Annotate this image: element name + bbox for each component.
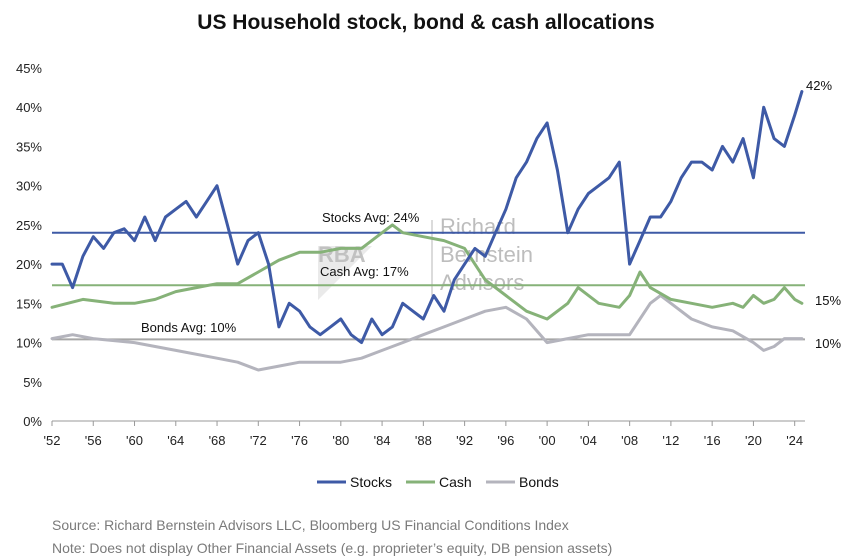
y-tick-label: 35% — [16, 139, 42, 154]
watermark-line-1: Richard — [440, 214, 516, 239]
series-cash-line — [50, 223, 804, 321]
x-tick-label: '24 — [786, 433, 803, 448]
source-note: Source: Richard Bernstein Advisors LLC, … — [52, 517, 569, 533]
stocks-avg-label: Stocks Avg: 24% — [322, 210, 420, 225]
axes: 0% 5% 10% 15% 20% 25% 30% 35% 40% 45% '52 '56 '60 '64… — [16, 61, 805, 448]
y-tick-label: 30% — [16, 179, 42, 194]
x-tick-label: '20 — [745, 433, 762, 448]
x-tick-label: '68 — [209, 433, 226, 448]
x-tick-label: '12 — [662, 433, 679, 448]
watermark-logo: RBA — [318, 242, 366, 267]
x-tick-label: '64 — [167, 433, 184, 448]
x-tick-label: '72 — [250, 433, 267, 448]
x-tick-label: '16 — [704, 433, 721, 448]
chart-title: US Household stock, bond & cash allocati… — [197, 11, 654, 34]
legend: Stocks Cash Bonds — [317, 474, 559, 490]
cash-avg-label: Cash Avg: 17% — [320, 264, 409, 279]
y-tick-label: 0% — [23, 414, 42, 429]
series-stocks-line — [50, 90, 804, 345]
y-tick-label: 15% — [16, 296, 42, 311]
bonds-avg-label: Bonds Avg: 10% — [141, 320, 237, 335]
stocks-end-label: 42% — [806, 78, 832, 93]
x-tick-label: '52 — [44, 433, 61, 448]
legend-label-bonds: Bonds — [519, 474, 559, 490]
legend-label-cash: Cash — [439, 474, 472, 490]
y-tick-label: 40% — [16, 100, 42, 115]
series-lines — [50, 90, 804, 372]
footnote: Note: Does not display Other Financial A… — [52, 540, 612, 556]
series-bonds-line — [50, 294, 804, 372]
cash-end-label: 15% — [815, 293, 841, 308]
x-tick-label: '56 — [85, 433, 102, 448]
y-tick-label: 45% — [16, 61, 42, 76]
legend-label-stocks: Stocks — [350, 474, 392, 490]
average-lines — [52, 231, 805, 341]
watermark: RBA Richard Bernstein Advisors — [318, 214, 533, 300]
y-tick-label: 25% — [16, 218, 42, 233]
x-tick-label: '88 — [415, 433, 432, 448]
y-tick-label: 10% — [16, 336, 42, 351]
x-tick-label: '08 — [621, 433, 638, 448]
x-tick-label: '84 — [374, 433, 391, 448]
x-tick-label: '92 — [456, 433, 473, 448]
x-tick-label: '76 — [291, 433, 308, 448]
bonds-end-label: 10% — [815, 336, 841, 351]
y-tick-label: 20% — [16, 257, 42, 272]
x-tick-label: '96 — [497, 433, 514, 448]
x-tick-label: '60 — [126, 433, 143, 448]
y-tick-label: 5% — [23, 375, 42, 390]
x-tick-label: '80 — [332, 433, 349, 448]
x-tick-label: '04 — [580, 433, 597, 448]
x-tick-label: '00 — [539, 433, 556, 448]
